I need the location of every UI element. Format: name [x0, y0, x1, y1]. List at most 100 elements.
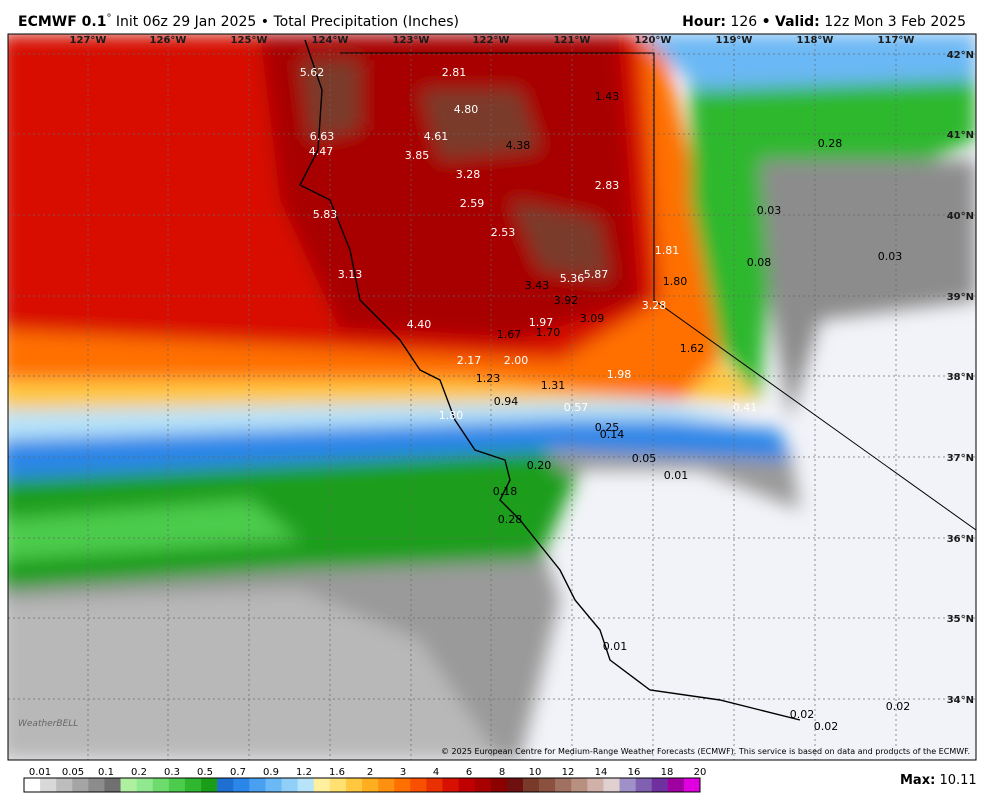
map-value: 2.81 [442, 66, 467, 79]
map-value: 3.09 [580, 312, 605, 325]
lon-label: 120°W [635, 35, 672, 46]
map [8, 34, 976, 760]
colorbar-swatch [490, 778, 508, 792]
colorbar-swatch [587, 778, 604, 792]
colorbar-swatch [249, 778, 266, 792]
colorbar-label: 0.05 [62, 767, 84, 778]
colorbar-label: 8 [499, 767, 505, 778]
colorbar-label: 14 [595, 767, 608, 778]
map-value: 0.94 [494, 395, 519, 408]
map-value: 3.92 [554, 294, 579, 307]
colorbar-swatch [410, 778, 427, 792]
map-value: 1.67 [497, 328, 522, 341]
max: Max: 10.11 [900, 773, 977, 788]
lat-label: 38°N [947, 372, 974, 383]
map-value: 1.70 [536, 326, 561, 339]
map-value: 4.47 [309, 145, 334, 158]
colorbar-label: 1.6 [329, 767, 345, 778]
colorbar-swatch [394, 778, 411, 792]
map-value: 0.14 [600, 428, 625, 441]
colorbar-swatch [378, 778, 395, 792]
colorbar-swatch [667, 778, 685, 792]
lon-label: 119°W [716, 35, 753, 46]
map-value: 3.43 [525, 279, 550, 292]
map-value: 5.87 [584, 268, 609, 281]
colorbar-swatch [442, 778, 459, 792]
map-value: 5.36 [560, 272, 585, 285]
lon-label: 126°W [150, 35, 187, 46]
colorbar-swatch [104, 778, 121, 792]
colorbar-swatch [651, 778, 669, 792]
colorbar-swatch [345, 778, 363, 792]
colorbar-swatch [474, 778, 492, 792]
map-value: 4.40 [407, 318, 432, 331]
colorbar-swatch [506, 778, 524, 792]
colorbar-swatch [426, 778, 443, 792]
colorbar-swatch [362, 778, 379, 792]
map-value: 3.28 [456, 168, 481, 181]
lon-label: 118°W [797, 35, 834, 46]
lon-label: 122°W [473, 35, 510, 46]
map-value: 0.18 [493, 485, 518, 498]
colorbar-swatch [313, 778, 331, 792]
colorbar-swatch [265, 778, 282, 792]
map-value: 0.57 [564, 401, 589, 414]
colorbar-label: 1.2 [296, 767, 312, 778]
colorbar-label: 16 [628, 767, 641, 778]
lon-label: 121°W [554, 35, 591, 46]
lat-label: 39°N [947, 292, 974, 303]
colorbar-swatch [539, 778, 556, 792]
colorbar-swatch [458, 778, 475, 792]
copyright: © 2025 European Centre for Medium-Range … [441, 747, 970, 756]
colorbar-swatch [217, 778, 234, 792]
map-value: 0.41 [733, 401, 758, 414]
colorbar-label: 4 [433, 767, 439, 778]
colorbar-swatch [683, 778, 701, 792]
colorbar-swatch [233, 778, 250, 792]
map-value: 2.17 [457, 354, 482, 367]
lat-label: 41°N [947, 130, 974, 141]
lat-label: 42°N [947, 50, 974, 61]
map-value: 5.62 [300, 66, 325, 79]
colorbar-swatch [555, 778, 572, 792]
colorbar-swatch [297, 778, 315, 792]
colorbar-label: 0.01 [29, 767, 51, 778]
colorbar-swatch [329, 778, 347, 792]
colorbar-label: 0.7 [230, 767, 246, 778]
lat-label: 37°N [947, 453, 974, 464]
map-value: 0.02 [886, 700, 911, 713]
map-value: 0.01 [664, 469, 689, 482]
map-value: 0.28 [818, 137, 843, 150]
colorbar-swatch [40, 778, 57, 792]
colorbar-swatch [603, 778, 620, 792]
labels: 127°W 126°W 125°W 124°W 123°W 122°W 121°W 120°W… [70, 35, 974, 733]
colorbar-label: 20 [694, 767, 707, 778]
colorbar-label: 0.9 [263, 767, 279, 778]
map-value: 0.25 [595, 421, 620, 434]
map-value: 1.81 [655, 244, 680, 257]
map-value: 1.23 [476, 372, 501, 385]
map-value: 0.05 [632, 452, 657, 465]
map-value: 1.97 [529, 316, 554, 329]
lon-label: 125°W [231, 35, 268, 46]
colorbar-swatch [571, 778, 588, 792]
colorbar-swatch [88, 778, 105, 792]
colorbar-label: 3 [400, 767, 406, 778]
colorbar-label: 2 [367, 767, 373, 778]
map-value: 0.02 [814, 720, 839, 733]
lon-label: 124°W [312, 35, 349, 46]
colorbar-swatch [136, 778, 154, 792]
header-left: ECMWF 0.1° Init 06z 29 Jan 2025 • Total … [18, 13, 459, 30]
lat-label: 34°N [947, 695, 974, 706]
map-value: 2.53 [491, 226, 516, 239]
map-value: 1.31 [541, 379, 566, 392]
map-value: 2.59 [460, 197, 485, 210]
colorbar-swatch [522, 778, 540, 792]
colorbar-swatch [184, 778, 202, 792]
colorbar-label: 12 [562, 767, 575, 778]
map-value: 4.38 [506, 139, 531, 152]
colorbar-label: 0.1 [98, 767, 114, 778]
map-value: 0.02 [790, 708, 815, 721]
header-right: Hour: 126 • Valid: 12z Mon 3 Feb 2025 [682, 14, 966, 30]
